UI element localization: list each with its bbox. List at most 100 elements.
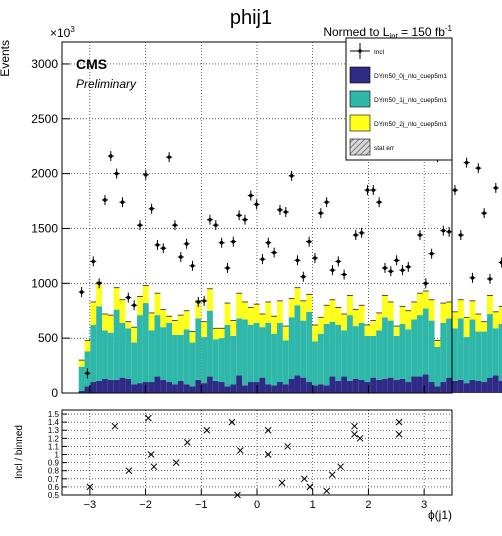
bar-dy1j <box>166 322 173 383</box>
normalization-label: Normed to Lint = 150 fb-1 <box>323 24 452 41</box>
bar-dy0j <box>364 382 371 393</box>
bar-dy1j <box>428 320 435 383</box>
data-point <box>237 213 241 218</box>
bar-dy1j <box>393 335 400 380</box>
bar-dy0j <box>457 379 464 393</box>
ratio-point <box>264 426 272 434</box>
x-tick-label: 1 <box>310 499 316 511</box>
bar-dy0j <box>137 383 143 393</box>
bar-dy0j <box>201 383 208 393</box>
ratio-point <box>228 418 236 426</box>
bar-dy2j <box>364 324 371 336</box>
data-point <box>138 223 142 227</box>
data-point <box>108 154 113 158</box>
bar-dy0j <box>341 376 348 393</box>
data-point <box>295 258 300 263</box>
bar-dy0j <box>84 386 91 393</box>
x-tick-label: −1 <box>195 499 208 511</box>
bar-dy0j <box>422 374 429 393</box>
bar-dy2j <box>172 320 178 335</box>
data-point <box>248 193 253 198</box>
bar-dy0j <box>242 385 248 393</box>
y-mult-exp: 3 <box>70 25 75 34</box>
bar-dy0j <box>189 386 196 393</box>
data-point <box>377 200 381 204</box>
ratio-point <box>111 422 119 430</box>
bar-dy0j <box>475 380 482 393</box>
data-point <box>359 231 364 235</box>
bar-dy2j <box>125 321 132 329</box>
bar-dy1j <box>364 335 371 383</box>
bar-dy1j <box>113 309 120 380</box>
bar-dy0j <box>230 384 237 393</box>
bar-dy2j <box>329 299 336 322</box>
bar-dy0j <box>96 380 103 393</box>
bar-dy0j <box>172 384 178 393</box>
data-point <box>79 290 84 294</box>
bar-dy1j <box>469 319 476 380</box>
y-tick-label: 2500 <box>31 112 58 126</box>
data-point <box>260 257 265 261</box>
bar-dy0j <box>90 382 97 393</box>
data-point <box>324 200 329 204</box>
x-tick-label: 2 <box>365 499 371 511</box>
bar-dy1j <box>323 323 330 386</box>
bar-dy0j <box>306 382 313 393</box>
bar-dy0j <box>358 379 365 393</box>
data-point <box>213 223 218 227</box>
bar-dy2j <box>446 301 453 319</box>
y-axis-label: Events <box>0 40 12 77</box>
ratio-y-tick-label: 0.7 <box>48 475 60 484</box>
bar-dy0j <box>393 379 400 393</box>
bar-dy0j <box>469 379 476 393</box>
y-tick-label: 1500 <box>31 221 58 235</box>
bar-dy0j <box>177 380 184 393</box>
data-point <box>371 188 376 192</box>
bar-dy2j <box>259 314 266 328</box>
bar-dy1j <box>347 315 353 381</box>
bar-dy2j <box>131 327 138 343</box>
bar-dy1j <box>405 329 412 383</box>
cms-label: CMS <box>76 56 107 72</box>
bar-dy1j <box>300 320 307 378</box>
data-point <box>272 250 276 255</box>
bar-dy2j <box>212 328 219 340</box>
data-point <box>388 269 393 274</box>
data-point <box>120 200 125 204</box>
ratio-point <box>351 422 358 430</box>
bar-dy1j <box>282 340 289 385</box>
bar-dy2j <box>247 307 254 325</box>
bar-dy1j <box>78 366 85 391</box>
x-tick-label: 0 <box>254 499 260 511</box>
bar-dy0j <box>119 377 126 393</box>
bar-dy2j <box>440 303 447 323</box>
bar-dy0j <box>107 379 114 393</box>
bar-dy1j <box>131 342 138 385</box>
norm-label-sup: -1 <box>445 24 453 33</box>
legend-label: stat err <box>374 145 395 152</box>
ratio-point <box>86 483 94 491</box>
data-point <box>266 240 271 245</box>
bar-dy0j <box>370 377 377 393</box>
data-point <box>208 217 212 222</box>
bar-dy1j <box>294 305 301 376</box>
bar-dy1j <box>148 330 155 383</box>
bar-dy1j <box>96 306 103 381</box>
bar-dy2j <box>411 301 418 320</box>
bar-dy2j <box>224 303 231 325</box>
ratio-plot-area: −3 −2 −1 0 1 2 30.50.60.70.80.911.11.21.31.41.… <box>48 409 453 511</box>
bar-dy2j <box>160 309 167 328</box>
data-point <box>132 303 136 308</box>
data-point <box>365 188 370 192</box>
bar-dy1j <box>212 339 219 381</box>
bar-dy2j <box>201 321 208 338</box>
bar-dy0j <box>376 379 383 393</box>
bar-dy2j <box>417 293 423 316</box>
ratio-point <box>264 451 272 458</box>
bar-dy2j <box>335 307 342 325</box>
bar-dy2j <box>347 295 353 316</box>
bar-dy2j <box>452 311 458 329</box>
data-point <box>225 266 230 270</box>
bar-dy2j <box>195 300 202 319</box>
